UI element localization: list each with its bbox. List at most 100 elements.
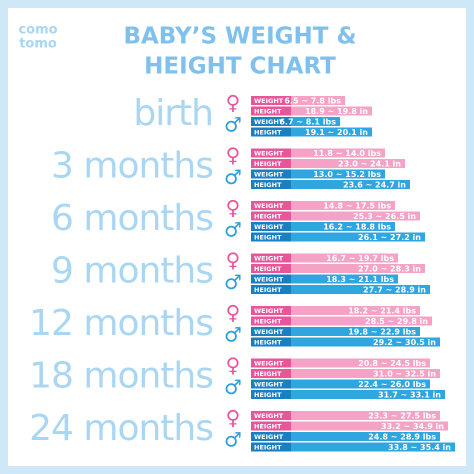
girl-symbol: ♀ [226, 91, 241, 115]
bar-label-box [251, 253, 291, 263]
bar-label-box [251, 96, 291, 105]
girl-symbol: ♀ [226, 248, 241, 272]
bar-label: WEIGHT [254, 118, 284, 126]
bar-label: WEIGHT [254, 412, 284, 420]
bar [251, 211, 420, 221]
bar [251, 96, 345, 105]
bar-value: 33.2 ~ 34.9 in [381, 422, 444, 431]
bar-value: 29.2 ~ 30.5 in [373, 338, 436, 347]
bar-label-box [251, 211, 291, 221]
bar [251, 169, 385, 179]
bar [251, 201, 395, 210]
bar [251, 337, 440, 347]
bar-value: 6.7 ~ 8.1 lbs [279, 118, 336, 127]
bar-label: WEIGHT [254, 255, 284, 263]
bar-label-box [251, 306, 291, 315]
bar-label-box [251, 442, 291, 452]
bar-label: HEIGHT [254, 213, 282, 221]
boy-symbol: ♂ [224, 270, 242, 294]
bar [251, 421, 448, 431]
bar [251, 127, 372, 137]
bar [251, 379, 430, 389]
bar-value: 24.8 ~ 28.9 lbs [368, 433, 436, 442]
bar-value: 11.8 ~ 14.0 lbs [313, 149, 381, 158]
bar-label-box [251, 264, 291, 273]
bar [251, 316, 432, 326]
bar-value: 18.3 ~ 21.1 lbs [326, 275, 394, 284]
bar-value: 18.2 ~ 21.4 lbs [348, 307, 416, 316]
bar-value: 19.8 ~ 22.9 lbs [348, 328, 416, 337]
boy-symbol: ♂ [224, 428, 242, 452]
bar-label-box [251, 180, 291, 189]
bar-label-box [251, 379, 291, 389]
bar-value: 13.0 ~ 15.2 lbs [313, 170, 381, 179]
bar-label: HEIGHT [254, 339, 282, 347]
girl-symbol: ♀ [226, 196, 241, 220]
girl-symbol: ♀ [226, 353, 241, 377]
bar [251, 232, 425, 242]
bar-value: 26.1 ~ 27.2 in [358, 233, 421, 242]
bar-label-box [251, 106, 291, 116]
bar-value: 33.8 ~ 35.4 in [388, 443, 451, 452]
bar [251, 285, 430, 294]
bar [251, 442, 455, 452]
boy-symbol: ♂ [224, 375, 242, 399]
bar-label: HEIGHT [254, 129, 282, 137]
girl-symbol: ♀ [226, 406, 241, 430]
bar-value: 27.7 ~ 28.9 in [363, 286, 426, 295]
boy-symbol: ♂ [224, 323, 242, 347]
bar-label-box [251, 127, 291, 137]
bar [251, 390, 445, 399]
bar-label: WEIGHT [254, 202, 284, 210]
bar-value: 27.0 ~ 28.3 in [358, 265, 421, 274]
bar-label-box [251, 327, 291, 336]
bar-label: HEIGHT [254, 234, 282, 242]
bar-label: HEIGHT [254, 181, 282, 189]
bar [251, 264, 425, 273]
bar-label: HEIGHT [254, 108, 282, 116]
boy-symbol: ♂ [224, 218, 242, 242]
bar-label: HEIGHT [254, 444, 282, 452]
bar-label-box [251, 358, 291, 368]
bar-value: 22.4 ~ 26.0 lbs [358, 380, 426, 389]
age-label: 18 months [29, 356, 213, 397]
bar-label: HEIGHT [254, 265, 282, 273]
bar-label: WEIGHT [254, 276, 284, 284]
bar-label: HEIGHT [254, 318, 282, 326]
bar-value: 28.5 ~ 29.8 in [365, 317, 428, 326]
bar-label-box [251, 369, 291, 378]
boy-symbol: ♂ [224, 165, 242, 189]
bar [251, 159, 405, 168]
bar [251, 253, 398, 263]
bar-label-box [251, 232, 291, 242]
bar-value: 18.9 ~ 19.8 in [305, 107, 368, 116]
bar [251, 327, 420, 336]
bar-label: HEIGHT [254, 286, 282, 294]
bar-label-box [251, 432, 291, 441]
bar-label-box [251, 285, 291, 294]
bar [251, 432, 440, 441]
bar-value: 16.2 ~ 18.8 lbs [323, 223, 391, 232]
bar [251, 369, 440, 378]
bar-value: 19.1 ~ 20.1 in [305, 128, 368, 137]
bar-label: HEIGHT [254, 391, 282, 399]
girl-symbol: ♀ [226, 143, 241, 167]
bar [251, 180, 410, 189]
bar-label-box [251, 337, 291, 347]
bar-value: 14.8 ~ 17.5 lbs [323, 202, 391, 211]
bar-label: WEIGHT [254, 307, 284, 315]
age-label: 9 months [51, 251, 213, 292]
bar-label: WEIGHT [254, 381, 284, 389]
bar-label-box [251, 201, 291, 210]
bar-label: WEIGHT [254, 433, 284, 441]
bar [251, 274, 398, 284]
bar-label: HEIGHT [254, 370, 282, 378]
bar-value: 6.5 ~ 7.8 lbs [284, 97, 341, 106]
girl-symbol: ♀ [226, 301, 241, 325]
logo: tomo [19, 37, 57, 52]
age-label: 12 months [29, 303, 213, 344]
bar-value: 25.3 ~ 26.5 in [353, 212, 416, 221]
age-label: 3 months [51, 146, 213, 187]
bar-label: HEIGHT [254, 423, 282, 431]
